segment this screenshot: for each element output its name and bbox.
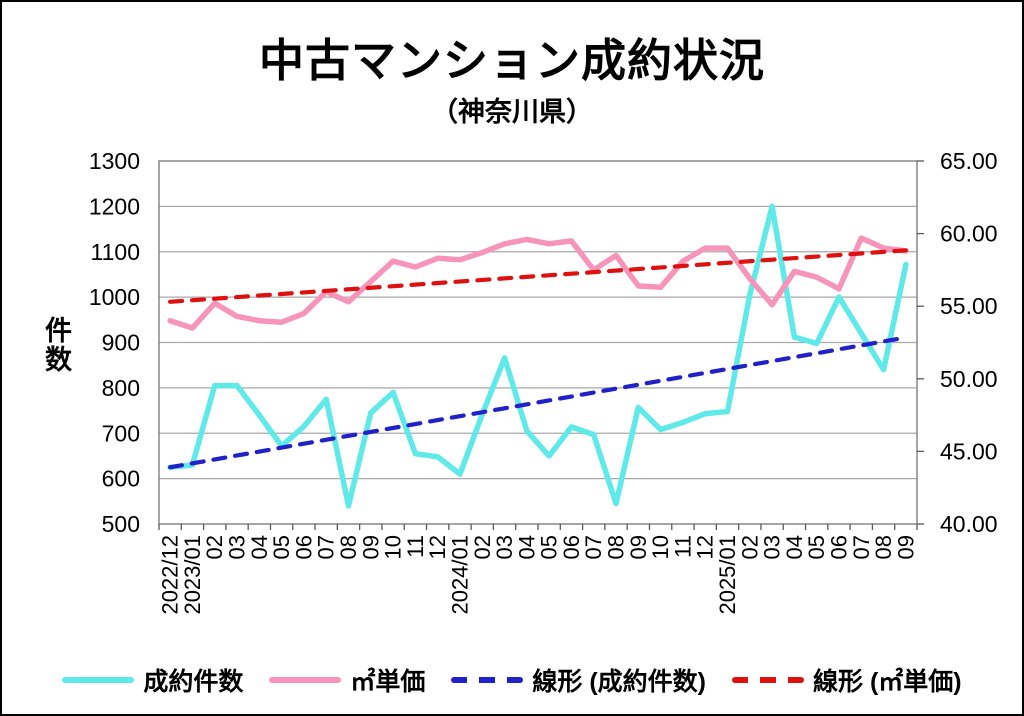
legend-item-trend-contracts: 線形 (成約件数): [451, 662, 706, 698]
svg-text:60.00: 60.00: [940, 221, 998, 247]
svg-text:500: 500: [102, 511, 140, 537]
svg-text:1100: 1100: [91, 239, 140, 265]
svg-text:700: 700: [102, 420, 140, 446]
svg-text:05: 05: [269, 535, 294, 559]
legend-item-contracts: 成約件数: [62, 662, 243, 698]
svg-text:09: 09: [893, 535, 918, 559]
svg-text:2023/01: 2023/01: [180, 535, 205, 615]
svg-text:07: 07: [581, 535, 606, 559]
svg-text:2024/01: 2024/01: [447, 535, 472, 615]
legend-line-contracts: [62, 677, 135, 683]
svg-text:05: 05: [537, 535, 562, 559]
svg-text:02: 02: [202, 535, 227, 559]
svg-text:07: 07: [314, 535, 339, 559]
svg-text:40.00: 40.00: [940, 511, 998, 537]
svg-text:2022/12: 2022/12: [158, 535, 183, 615]
legend-line-trend-contracts: [451, 677, 524, 683]
svg-text:06: 06: [826, 535, 851, 559]
svg-text:08: 08: [604, 535, 629, 559]
svg-text:08: 08: [336, 535, 361, 559]
svg-text:600: 600: [102, 466, 140, 492]
svg-text:07: 07: [849, 535, 874, 559]
left-axis-title: 件数: [41, 316, 71, 374]
svg-text:06: 06: [291, 535, 316, 559]
legend-label-unit-price: ㎡単価: [350, 668, 426, 696]
legend-item-unit-price: ㎡単価: [269, 662, 425, 698]
svg-text:08: 08: [871, 535, 896, 559]
svg-text:1000: 1000: [89, 284, 140, 310]
svg-text:45.00: 45.00: [940, 438, 998, 464]
chart-subtitle: （神奈川県）: [431, 97, 593, 127]
svg-text:2025/01: 2025/01: [715, 535, 740, 615]
svg-text:05: 05: [804, 535, 829, 559]
svg-text:55.00: 55.00: [940, 293, 998, 319]
legend-line-unit-price: [269, 677, 342, 683]
svg-text:65.00: 65.00: [940, 148, 998, 174]
svg-text:10: 10: [648, 535, 673, 559]
svg-text:02: 02: [470, 535, 495, 559]
svg-text:1300: 1300: [89, 148, 140, 174]
svg-text:10: 10: [381, 535, 406, 559]
legend: 成約件数 ㎡単価 線形 (成約件数) 線形 (㎡単価): [2, 662, 1022, 698]
line-chart-canvas: 65.00 60.00 55.00 50.00 45.00 40.00 1300 1200 11…: [89, 148, 998, 615]
svg-text:11: 11: [403, 535, 428, 558]
svg-text:03: 03: [492, 535, 517, 559]
svg-text:04: 04: [514, 535, 539, 559]
legend-label-trend-contracts: 線形 (成約件数): [532, 668, 707, 696]
svg-text:03: 03: [225, 535, 250, 559]
svg-text:900: 900: [102, 330, 140, 356]
legend-label-trend-unit-price: 線形 (㎡単価): [813, 668, 962, 696]
svg-text:12: 12: [425, 535, 450, 559]
svg-text:04: 04: [782, 535, 807, 559]
svg-text:1200: 1200: [89, 193, 140, 219]
svg-text:09: 09: [626, 535, 651, 559]
svg-text:03: 03: [760, 535, 785, 559]
svg-text:12: 12: [693, 535, 718, 559]
svg-text:09: 09: [358, 535, 383, 559]
svg-text:800: 800: [102, 375, 140, 401]
svg-text:06: 06: [559, 535, 584, 559]
chart-title: 中古マンション成約状況: [258, 35, 765, 86]
legend-label-contracts: 成約件数: [143, 668, 244, 696]
svg-text:50.00: 50.00: [940, 366, 998, 392]
svg-text:02: 02: [737, 535, 762, 559]
svg-text:11: 11: [670, 535, 695, 558]
legend-line-trend-unit-price: [732, 677, 805, 683]
legend-item-trend-unit-price: 線形 (㎡単価): [732, 662, 962, 698]
svg-text:04: 04: [247, 535, 272, 559]
